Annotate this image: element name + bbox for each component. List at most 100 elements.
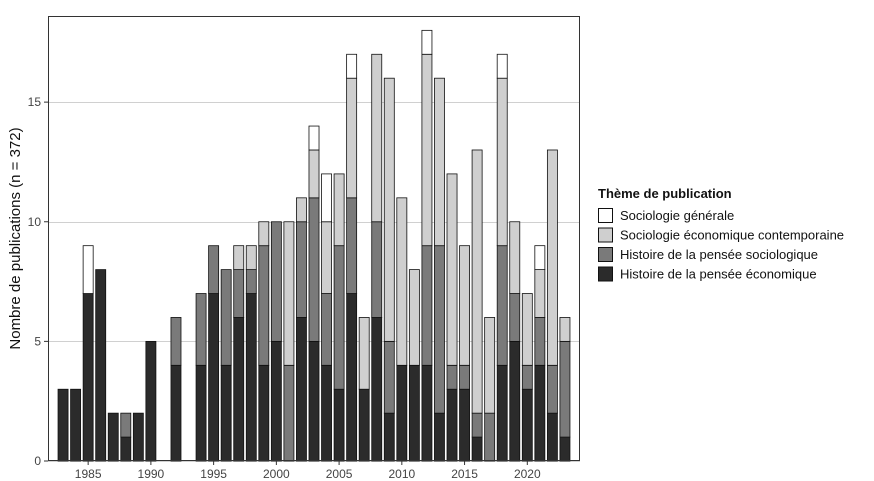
bar-segment (57, 388, 69, 462)
bar-segment (95, 269, 107, 462)
bar-segment (446, 173, 458, 366)
x-tick-label: 2020 (514, 467, 541, 481)
plot-panel-border (48, 16, 580, 461)
bar-segment (321, 364, 332, 462)
bar-segment (296, 317, 307, 462)
bar-segment (195, 364, 207, 462)
bar-segment (170, 364, 182, 462)
bar-segment (446, 388, 458, 462)
bar-segment (459, 245, 470, 366)
bar-segment (283, 221, 295, 366)
legend-swatch (598, 247, 613, 262)
bar-segment (496, 53, 508, 79)
bar-segment (521, 364, 533, 390)
bar-segment (245, 293, 257, 462)
bar-segment (120, 436, 132, 462)
bar-segment (371, 221, 383, 318)
bar-segment (521, 293, 533, 366)
bar-segment (371, 317, 383, 462)
bar-segment (471, 149, 483, 414)
x-tick-label: 2015 (451, 467, 478, 481)
legend-label: Histoire de la pensée économique (620, 267, 817, 282)
bar-segment (308, 197, 320, 342)
bar-segment (308, 125, 320, 151)
bar-segment (396, 197, 408, 366)
bar-segment (434, 412, 445, 462)
bar-segment (434, 77, 445, 247)
bar-segment (220, 269, 232, 366)
bar-segment (559, 317, 571, 342)
legend-title: Thème de publication (598, 186, 732, 201)
bar-segment (220, 364, 232, 462)
bar-segment (346, 53, 358, 79)
bar-segment (534, 317, 546, 366)
bar-segment (321, 293, 332, 366)
bar-segment (534, 364, 546, 462)
legend-swatch (598, 208, 613, 223)
bar-segment (208, 245, 220, 294)
bar-segment (346, 77, 358, 199)
bar-segment (270, 221, 282, 342)
x-tick-label: 2000 (263, 467, 290, 481)
y-tick-label: 5 (34, 334, 41, 348)
legend-items: Sociologie générale Sociologie économique… (598, 208, 844, 282)
bar-segment (233, 245, 245, 270)
bar-segment (333, 388, 345, 462)
bar-segment (471, 412, 483, 438)
bar-segment (245, 269, 257, 294)
bar-segment (346, 293, 358, 462)
bar-segment (396, 364, 408, 462)
bar-segment (233, 269, 245, 318)
legend: Thème de publication Sociologie générale… (598, 186, 844, 282)
bar-segment (296, 221, 307, 318)
bar-segment (484, 317, 496, 414)
bar-segment (421, 245, 433, 366)
legend-label: Sociologie économique contemporaine (620, 228, 844, 243)
bar-segment (459, 364, 470, 390)
bar-segment (534, 245, 546, 270)
bar-segment (509, 340, 521, 462)
bar-segment (170, 317, 182, 366)
bar-segment (358, 388, 370, 462)
bar-segment (421, 53, 433, 247)
bar-segment (546, 364, 558, 414)
bar-segment (208, 293, 220, 462)
bar-segment (70, 388, 82, 462)
x-tick-label: 1995 (200, 467, 227, 481)
bar-segment (509, 293, 521, 342)
bar-segment (546, 412, 558, 462)
bar-segment (383, 340, 395, 414)
legend-swatch (598, 266, 613, 282)
bar-segment (383, 77, 395, 342)
y-tick-label: 0 (34, 454, 41, 468)
bar-segment (308, 340, 320, 462)
bar-segment (559, 340, 571, 438)
bar-segment (559, 436, 571, 462)
bar-segment (459, 388, 470, 462)
bar-segment (120, 412, 132, 438)
y-axis: 0 5 10 15 (28, 95, 48, 468)
bars (57, 29, 571, 462)
bar-segment (496, 245, 508, 366)
y-axis-title: Nombre de publications (n = 372) (7, 127, 24, 349)
x-tick-label: 2010 (388, 467, 415, 481)
x-tick-label: 1990 (138, 467, 165, 481)
bar-segment (321, 173, 332, 223)
x-axis: 1985 1990 1995 2000 2005 2010 2015 2020 (75, 461, 541, 481)
bar-segment (333, 173, 345, 247)
bar-segment (496, 77, 508, 247)
bar-segment (195, 293, 207, 366)
bar-segment (408, 364, 420, 462)
bar-segment (546, 149, 558, 366)
y-tick-label: 15 (28, 95, 42, 109)
bar-segment (296, 197, 307, 223)
legend-label: Histoire de la pensée sociologique (620, 247, 818, 262)
bar-segment (270, 340, 282, 462)
bar-segment (283, 364, 295, 462)
legend-label: Sociologie générale (620, 208, 734, 223)
bar-segment (132, 412, 144, 462)
bar-segment (408, 269, 420, 366)
bar-segment (107, 412, 119, 462)
bar-segment (521, 388, 533, 462)
